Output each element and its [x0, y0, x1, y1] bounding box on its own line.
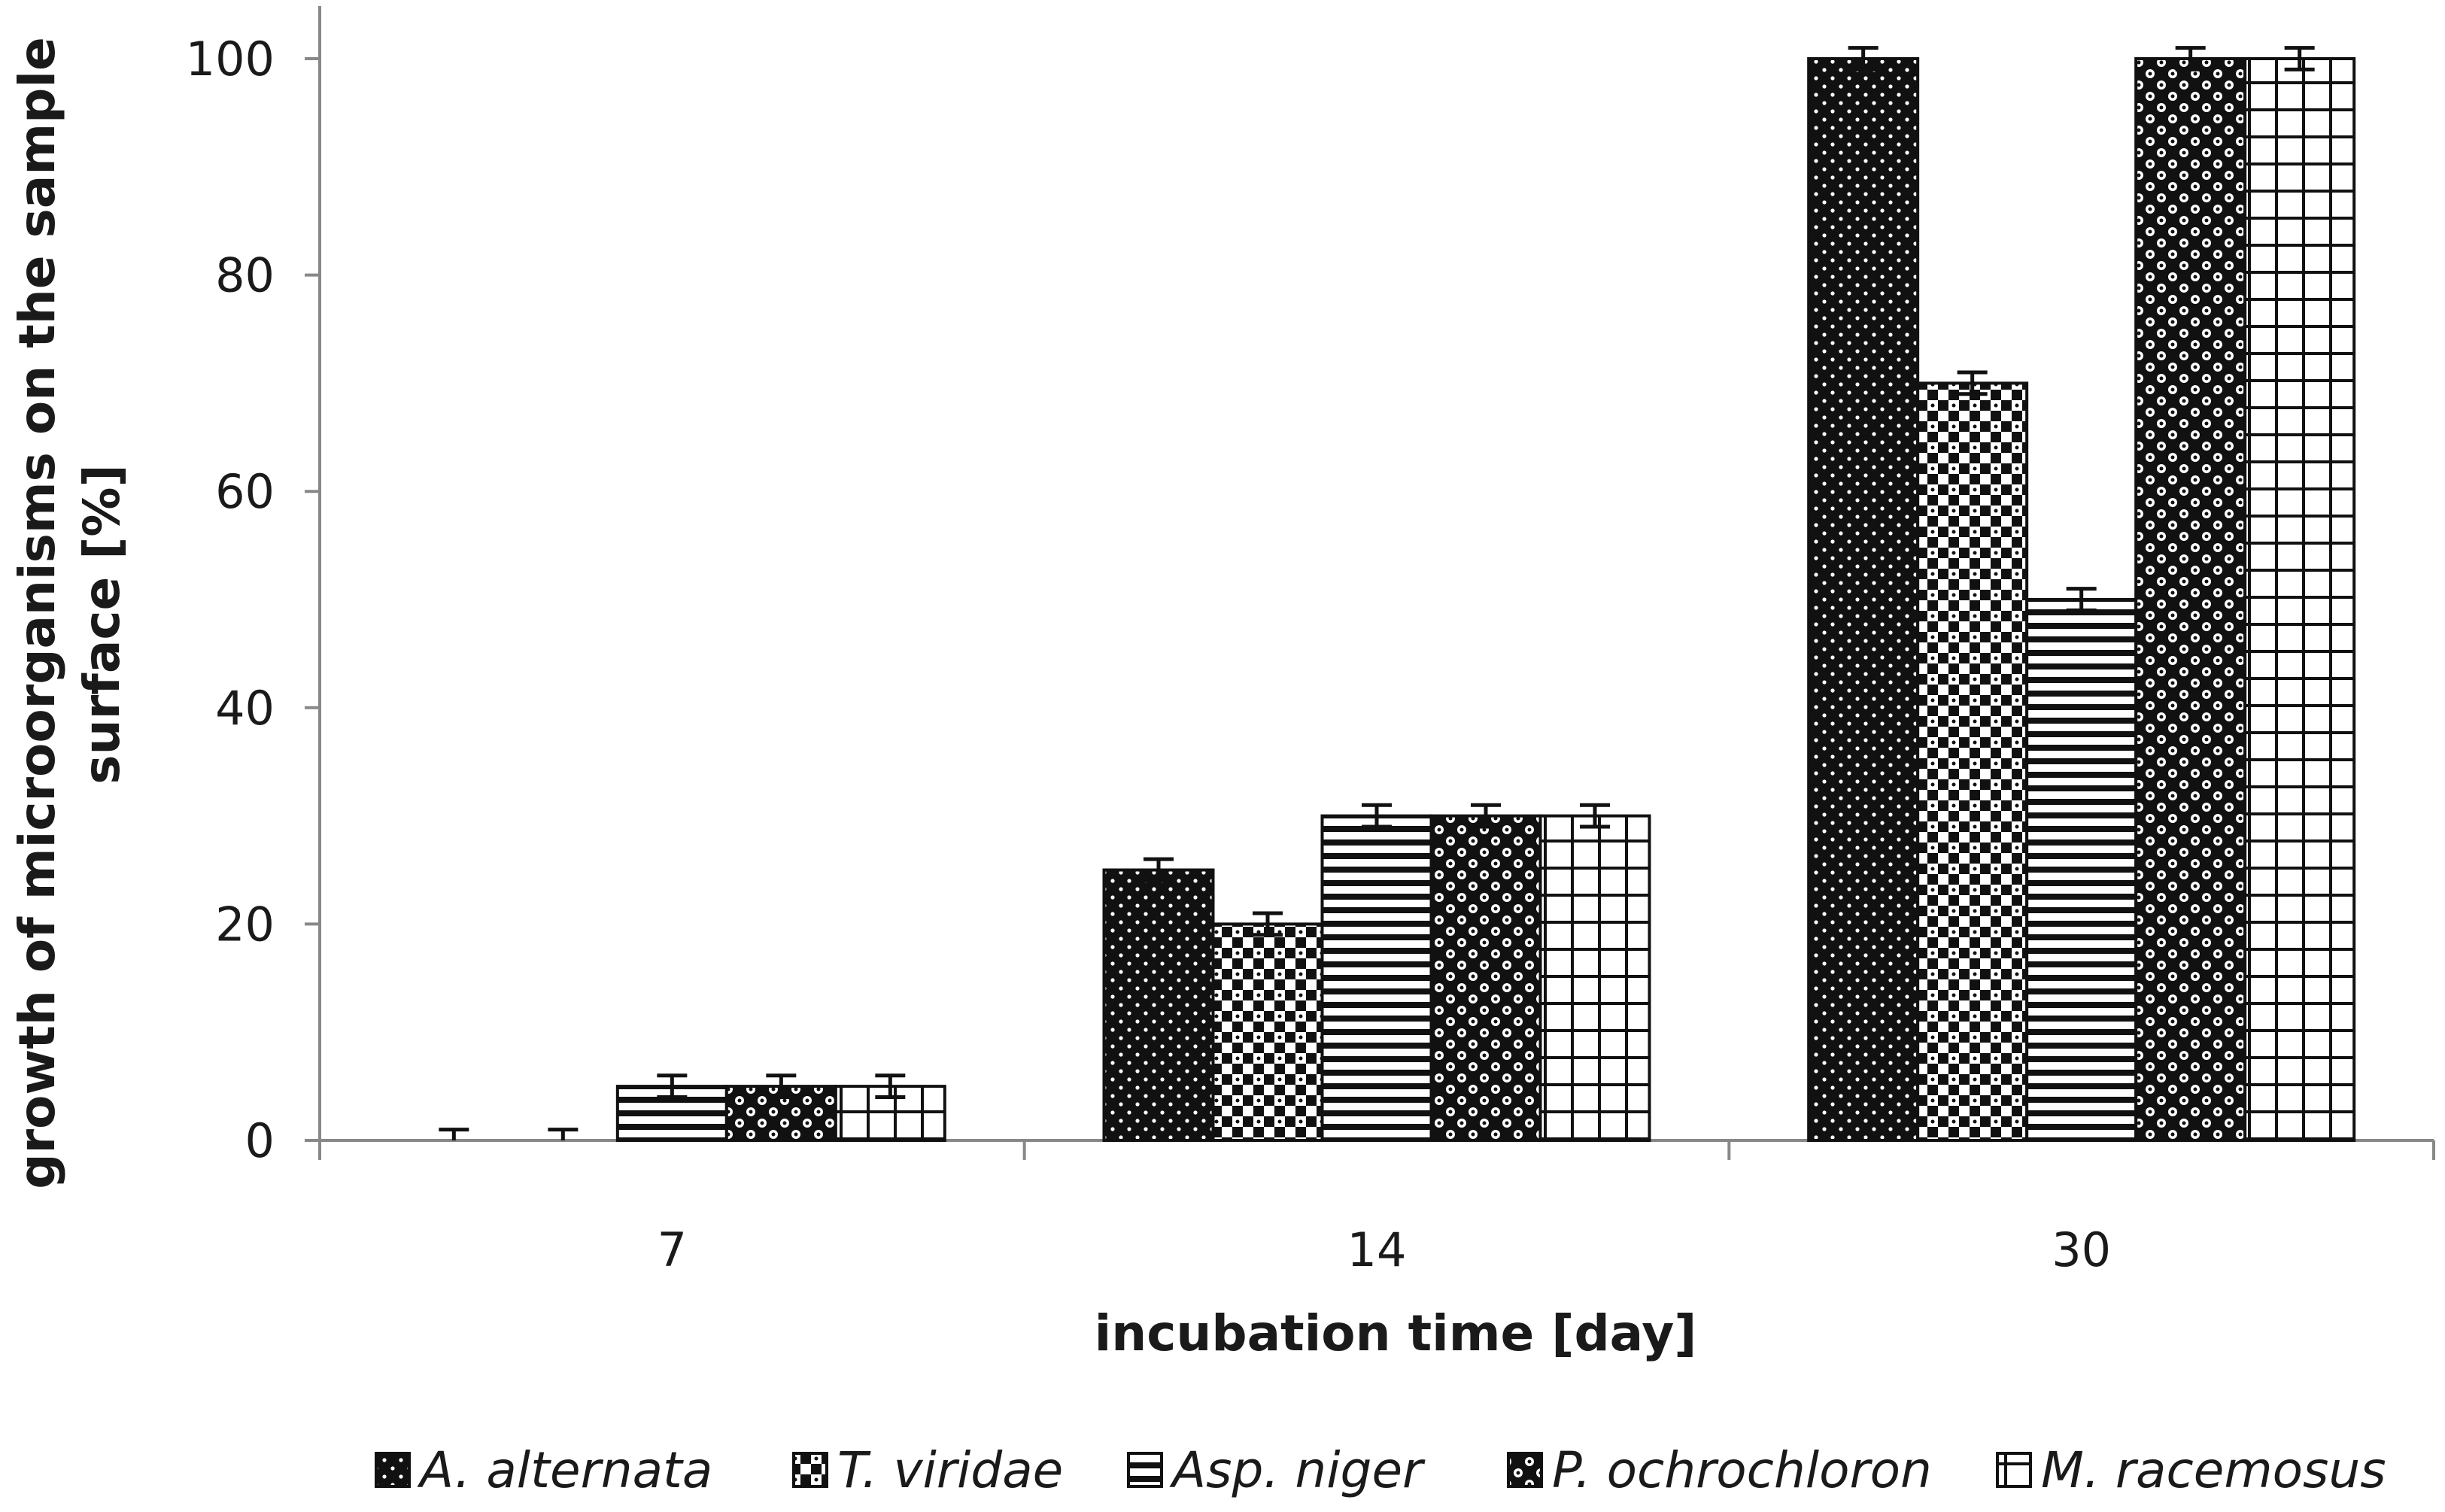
bar	[1102, 868, 1215, 1142]
bar	[2243, 57, 2356, 1142]
x-tick-label: 30	[2052, 1222, 2111, 1277]
y-tick-label: 0	[245, 1113, 275, 1168]
legend-label: M. racemosus	[2041, 1441, 2386, 1499]
bar	[2134, 57, 2247, 1142]
bar	[2025, 598, 2138, 1142]
bar	[1211, 922, 1324, 1143]
y-tick-labels: 0 20 40 60 80 100	[186, 32, 275, 1168]
legend-label: A. alternata	[417, 1441, 712, 1499]
bar	[1320, 814, 1433, 1142]
x-tick-label: 7	[658, 1222, 687, 1277]
x-tick-label: 14	[1347, 1222, 1407, 1277]
legend-swatch	[1507, 1452, 1543, 1488]
legend-swatch	[1127, 1452, 1163, 1488]
x-tick-labels: 7 14 30	[658, 1222, 2112, 1277]
legend-swatch	[375, 1452, 411, 1488]
legend-swatch	[792, 1452, 828, 1488]
x-axis-title: incubation time [day]	[1095, 1304, 1697, 1362]
y-axis-title-line1: growth of microorganisms on the sample	[8, 37, 66, 1189]
y-tick-label: 80	[215, 248, 275, 303]
y-tick-label: 20	[215, 897, 275, 952]
y-axis-title-line2: surface [%]	[73, 464, 131, 784]
bar	[1807, 57, 1920, 1142]
legend-label: P. ochrochloron	[1552, 1441, 1932, 1499]
legend-label: T. viridae	[837, 1441, 1063, 1499]
legend-label: Asp. niger	[1169, 1441, 1426, 1499]
y-tick-label: 60	[215, 464, 275, 519]
legend-swatch	[1996, 1452, 2032, 1488]
legend: A. alternata T. viridae Asp. niger P. ochro…	[375, 1441, 2386, 1499]
bar	[1538, 814, 1651, 1142]
y-tick-label: 40	[215, 681, 275, 736]
y-tick-label: 100	[186, 32, 275, 87]
bars	[615, 57, 2356, 1143]
bar	[1429, 814, 1542, 1142]
error-bars	[439, 46, 2315, 1140]
bar	[1916, 381, 2029, 1142]
